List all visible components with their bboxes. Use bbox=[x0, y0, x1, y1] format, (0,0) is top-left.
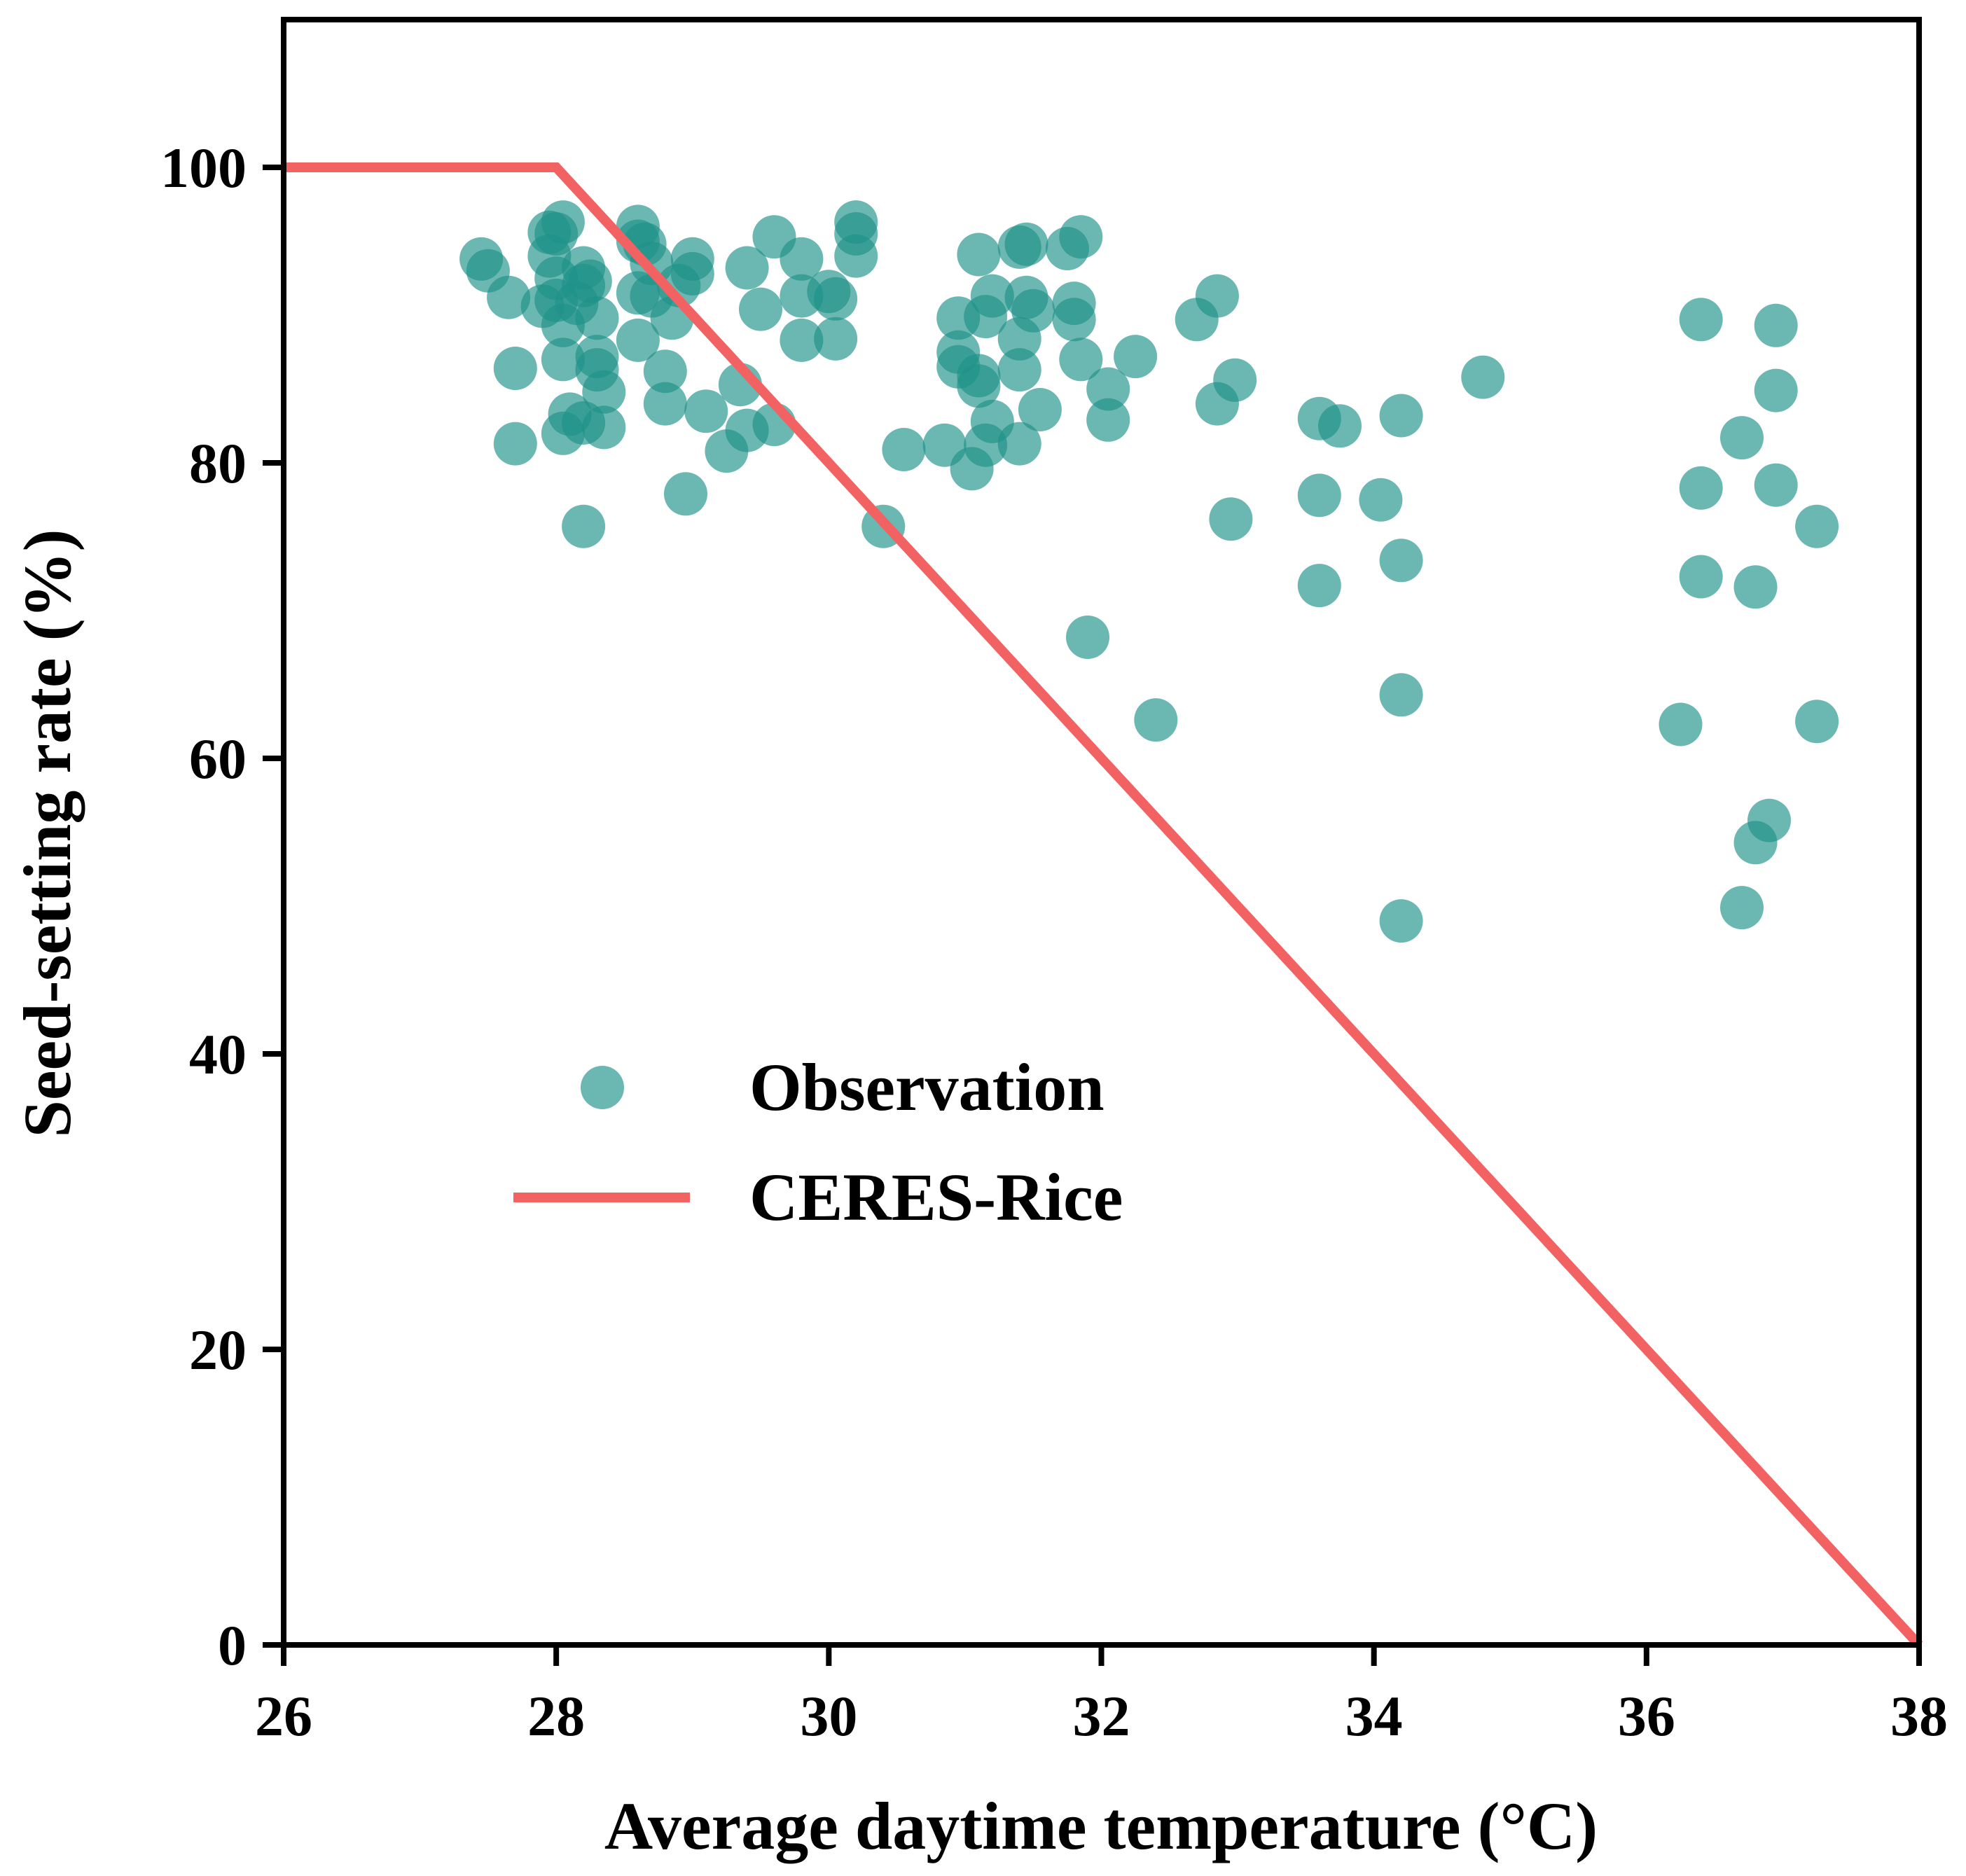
observation-point bbox=[1213, 358, 1257, 402]
observation-point bbox=[739, 287, 782, 331]
observation-point bbox=[493, 422, 537, 466]
observation-point bbox=[1059, 338, 1103, 382]
x-tick-label: 32 bbox=[1073, 1684, 1130, 1748]
observation-point bbox=[664, 472, 707, 516]
observation-point bbox=[1795, 504, 1839, 548]
observation-point bbox=[487, 275, 531, 319]
observation-point bbox=[997, 422, 1041, 466]
x-tick-label: 26 bbox=[255, 1684, 312, 1748]
observation-point bbox=[1297, 473, 1341, 517]
observation-point bbox=[814, 317, 858, 361]
observation-point bbox=[1052, 298, 1096, 342]
legend-observation-label: Observation bbox=[749, 1050, 1105, 1125]
observation-point bbox=[1066, 616, 1109, 659]
legend: Observation CERES-Rice bbox=[513, 1050, 1123, 1235]
ceres-rice-line bbox=[284, 162, 1923, 1648]
y-axis-label: Seed-setting rate (%) bbox=[10, 529, 85, 1137]
observation-point bbox=[1004, 222, 1048, 266]
observation-point bbox=[568, 259, 612, 303]
plot-frame bbox=[281, 17, 1922, 1648]
observation-point bbox=[997, 348, 1041, 392]
observation-point bbox=[957, 364, 1001, 408]
observation-point bbox=[1059, 215, 1103, 259]
observation-point bbox=[541, 338, 585, 382]
observation-point bbox=[780, 237, 824, 281]
x-tick-label: 34 bbox=[1345, 1684, 1403, 1748]
observation-point bbox=[684, 389, 728, 433]
plot-area bbox=[284, 162, 1923, 1648]
observation-point bbox=[1679, 555, 1723, 599]
observation-point bbox=[582, 370, 626, 414]
observation-point bbox=[1318, 404, 1362, 448]
observation-point bbox=[1754, 368, 1798, 412]
x-tick-label: 30 bbox=[800, 1684, 857, 1748]
observation-point bbox=[1359, 478, 1403, 522]
observation-point bbox=[1086, 398, 1130, 442]
x-axis-label: Average daytime temperature (°C) bbox=[604, 1788, 1598, 1863]
observation-point bbox=[1659, 702, 1703, 746]
observation-point bbox=[1795, 700, 1839, 744]
observation-point bbox=[1209, 497, 1253, 541]
observation-point bbox=[1086, 367, 1130, 411]
legend-ceres-rice-label: CERES-Rice bbox=[749, 1160, 1123, 1235]
observation-point bbox=[1679, 298, 1723, 342]
observation-point bbox=[1018, 388, 1062, 431]
x-tick-label: 28 bbox=[527, 1684, 585, 1748]
observation-point bbox=[1720, 886, 1764, 930]
observation-point bbox=[643, 349, 687, 394]
observation-point bbox=[541, 200, 585, 244]
observation-point bbox=[1134, 698, 1178, 742]
observation-point bbox=[582, 405, 626, 450]
observation-point bbox=[1754, 463, 1798, 507]
y-tick-label: 60 bbox=[189, 727, 247, 791]
legend-observation-marker bbox=[581, 1066, 624, 1109]
observation-point bbox=[616, 318, 660, 362]
observation-point bbox=[1754, 303, 1798, 347]
y-tick-label: 20 bbox=[189, 1318, 247, 1382]
y-tick-label: 80 bbox=[189, 431, 247, 495]
observation-point bbox=[1297, 564, 1341, 608]
observation-point bbox=[1195, 274, 1239, 318]
axis-ticks: 26 28 30 32 34 36 38 0 20 40 60 80 100 bbox=[160, 136, 1948, 1748]
observation-point bbox=[493, 347, 537, 390]
observation-point bbox=[643, 382, 687, 426]
observation-point bbox=[1461, 355, 1505, 399]
x-tick-label: 38 bbox=[1890, 1684, 1948, 1748]
observation-point bbox=[970, 274, 1014, 318]
observation-point bbox=[834, 234, 878, 278]
x-tick-label: 36 bbox=[1618, 1684, 1675, 1748]
observation-point bbox=[1720, 416, 1764, 460]
observation-point bbox=[1011, 289, 1055, 333]
observation-point bbox=[1379, 673, 1423, 717]
observation-point bbox=[1379, 394, 1423, 438]
observation-point bbox=[725, 246, 769, 290]
observation-point bbox=[882, 428, 926, 471]
observation-point bbox=[670, 251, 714, 296]
y-tick-label: 0 bbox=[218, 1613, 247, 1677]
y-tick-label: 40 bbox=[189, 1022, 247, 1086]
observation-point bbox=[957, 232, 1001, 277]
observation-point bbox=[814, 277, 858, 321]
observation-point bbox=[575, 296, 619, 340]
observation-point bbox=[1733, 565, 1778, 609]
observation-point bbox=[1114, 335, 1158, 379]
observation-point bbox=[562, 504, 606, 548]
observation-point bbox=[780, 318, 824, 362]
observation-point bbox=[1747, 798, 1791, 842]
observation-point bbox=[1379, 899, 1423, 943]
observation-point bbox=[1379, 539, 1423, 583]
observation-point bbox=[1679, 466, 1723, 510]
y-tick-label: 100 bbox=[160, 136, 247, 200]
